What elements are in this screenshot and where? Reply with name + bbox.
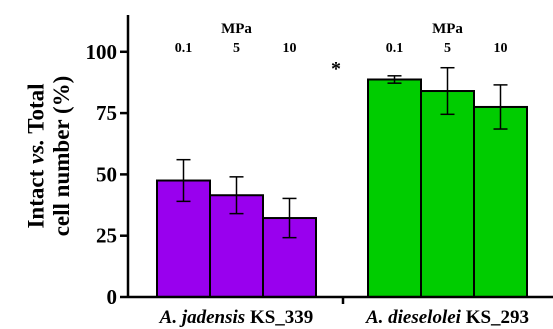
y-axis-label: Intact vs. Totalcell number (%) <box>24 76 74 237</box>
pressure-label-2-1: 0.1 <box>386 41 404 56</box>
bar-2-1 <box>367 78 422 298</box>
pressure-label-1-2: 5 <box>233 41 240 56</box>
y-tick-label-75: 75 <box>96 101 117 125</box>
group-label-2: A. dieselolei KS_293 <box>365 307 529 328</box>
y-tick-label-100: 100 <box>86 40 118 64</box>
y-tick-label-50: 50 <box>96 162 117 186</box>
pressure-label-1-1: 0.1 <box>175 41 193 56</box>
pressure-unit-label-1: MPa <box>221 21 252 37</box>
y-tick-label-0: 0 <box>107 285 118 309</box>
bar-2-2 <box>420 90 475 298</box>
pressure-label-2-2: 5 <box>444 41 451 56</box>
y-tick-label-25: 25 <box>96 224 117 248</box>
significance-marker: * <box>331 58 341 80</box>
pressure-unit-label-2: MPa <box>432 21 463 37</box>
bar-2-3 <box>473 105 528 298</box>
pressure-label-1-3: 10 <box>283 41 297 56</box>
group-label-1: A. jadensis KS_339 <box>159 307 314 328</box>
pressure-label-2-3: 10 <box>494 41 508 56</box>
